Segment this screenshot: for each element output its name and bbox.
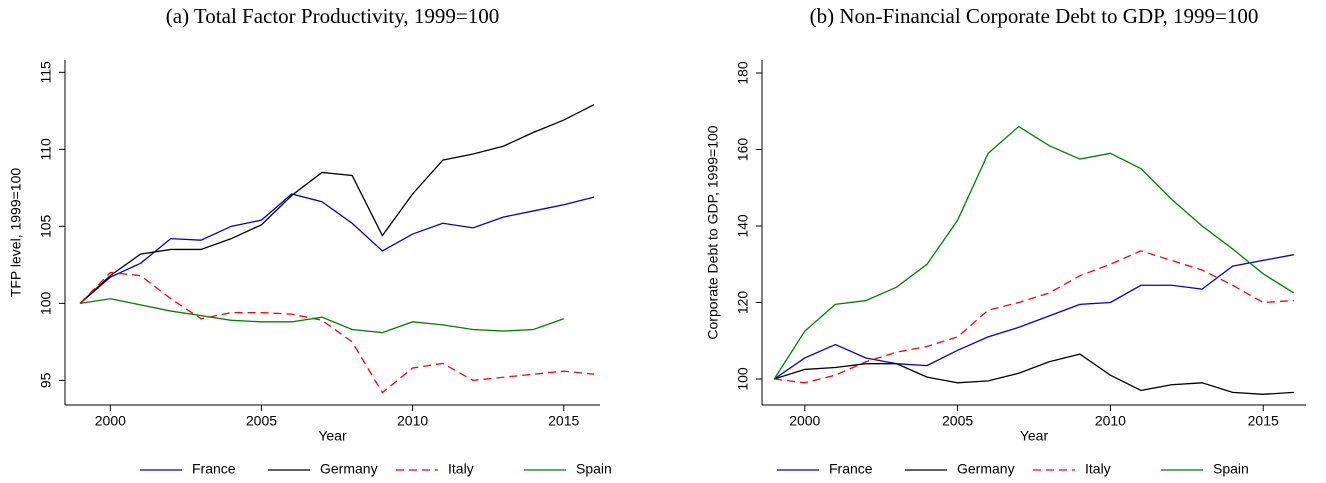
y-tick-label: 160 [735,138,751,162]
chart-title: (a) Total Factor Productivity, 1999=100 [166,4,500,28]
series-line [79,193,595,304]
series-line [774,353,1294,395]
y-tick-label: 100 [38,291,54,315]
chart-title: (b) Non-Financial Corporate Debt to GDP,… [810,4,1259,28]
series-line [773,254,1294,380]
x-tick-label: 2005 [942,413,973,429]
series-line [774,250,1294,384]
x-tick-label: 2010 [397,413,428,429]
y-axis-label: TFP level, 1999=100 [8,168,24,298]
legend-label: Germany [957,461,1015,477]
y-tick-label: 100 [735,367,751,391]
x-tick-label: 2000 [789,413,820,429]
y-tick-label: 180 [735,61,751,85]
series-line [773,125,1295,380]
y-tick-label: 110 [38,138,54,161]
legend-label: Germany [320,461,378,477]
y-tick-label: 105 [38,214,54,238]
legend-label: Italy [448,461,474,477]
series-line [80,298,564,334]
x-tick-label: 2015 [548,413,579,429]
y-tick-label: 115 [38,61,54,84]
y-tick-label: 140 [735,214,751,238]
legend-label: France [829,461,873,477]
legend-label: Spain [1213,461,1249,477]
x-tick-label: 2015 [1248,413,1279,429]
series-line [79,104,595,304]
y-tick-label: 120 [735,291,751,315]
x-axis-label: Year [318,428,347,444]
x-axis-label: Year [1020,428,1049,444]
legend-label: Italy [1085,461,1111,477]
x-tick-label: 2010 [1095,413,1126,429]
series-line [79,271,595,394]
x-tick-label: 2000 [95,413,126,429]
y-tick-label: 95 [38,372,54,388]
x-tick-label: 2005 [246,413,277,429]
legend-label: France [192,461,236,477]
legend-label: Spain [576,461,612,477]
y-axis-label: Corporate Debt to GDP, 1999=100 [705,125,721,339]
